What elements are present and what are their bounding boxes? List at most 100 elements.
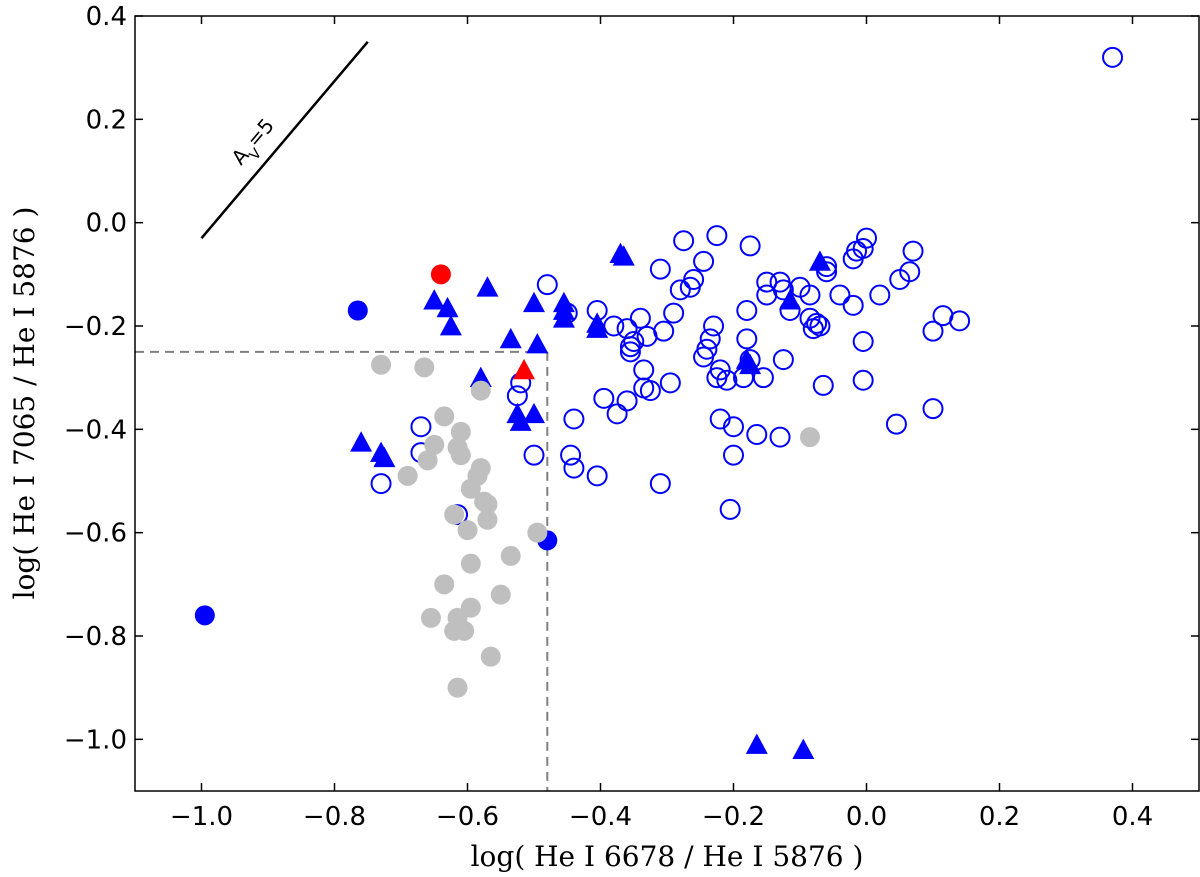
data-point-filled-circle	[417, 450, 438, 471]
data-point-open-circle	[706, 225, 728, 247]
y-ticks: 0.4 0.2 0.0 −0.2 −0.4 −0.6 −0.8 −1.0	[64, 2, 1199, 755]
data-point-open-circle	[756, 284, 778, 306]
data-point-open-circle	[739, 235, 761, 257]
data-point-open-circle	[669, 279, 691, 301]
y-tick-label: −0.4	[64, 415, 127, 445]
data-point-filled-triangle	[373, 446, 396, 468]
data-point-open-circle	[653, 320, 675, 342]
data-point-filled-circle	[457, 520, 478, 541]
data-point-open-circle	[856, 227, 877, 249]
data-point-filled-triangle	[499, 327, 522, 349]
x-ticks: −1.0 −0.8 −0.6 −0.4 −0.2 0.0 0.2 0.4	[170, 16, 1153, 832]
data-point-filled-circle	[430, 264, 451, 285]
data-point-filled-triangle	[586, 317, 609, 338]
data-point-filled-circle	[424, 434, 445, 455]
data-point-filled-circle	[527, 522, 548, 543]
data-point-filled-circle	[454, 620, 475, 641]
y-tick-label: 0.4	[86, 2, 127, 32]
x-tick-label: 0.4	[1112, 802, 1153, 832]
data-point-filled-circle	[420, 607, 441, 628]
data-point-open-circle	[659, 372, 681, 394]
data-point-filled-triangle	[436, 296, 459, 318]
data-point-open-circle	[719, 498, 741, 520]
reddening-vector-label: AV=5	[226, 114, 284, 174]
data-point-open-circle	[563, 457, 585, 479]
data-point-open-circle	[723, 416, 744, 438]
data-point-open-circle	[869, 284, 891, 306]
data-point-filled-triangle	[509, 410, 532, 431]
data-point-filled-circle	[414, 357, 435, 378]
data-point-open-circle	[699, 328, 721, 350]
data-point-filled-triangle	[745, 733, 768, 754]
y-tick-label: −0.6	[64, 519, 127, 549]
data-point-open-circle	[639, 380, 661, 402]
y-axis-label: log( He I 7065 / He I 5876 )	[8, 207, 41, 600]
y-tick-label: 0.2	[86, 105, 127, 135]
x-tick-label: −0.4	[569, 802, 632, 832]
data-point-filled-triangle	[476, 276, 499, 297]
data-point-open-circle	[593, 387, 615, 409]
data-point-open-circle	[806, 312, 828, 334]
data-point-open-circle	[752, 367, 774, 389]
reddening-vector: AV=5	[200, 41, 369, 239]
data-points	[194, 46, 1124, 760]
data-point-open-circle	[746, 424, 768, 445]
data-point-open-circle	[922, 398, 944, 420]
data-point-open-circle	[816, 261, 838, 283]
data-point-filled-circle	[347, 300, 368, 321]
data-point-open-circle	[709, 359, 731, 381]
data-point-filled-circle	[450, 421, 471, 442]
data-point-open-circle	[673, 230, 695, 252]
data-point-open-circle	[716, 369, 738, 391]
data-point-open-circle	[629, 307, 651, 329]
data-point-open-circle	[799, 284, 821, 306]
data-point-filled-triangle	[612, 245, 635, 266]
data-point-filled-circle	[490, 584, 511, 605]
data-point-filled-triangle	[350, 431, 373, 452]
data-point-filled-circle	[799, 427, 820, 448]
data-point-filled-circle	[397, 465, 418, 486]
data-point-filled-circle	[460, 478, 481, 499]
data-point-open-circle	[410, 416, 432, 438]
data-point-filled-circle	[447, 677, 468, 698]
data-point-open-circle	[829, 284, 851, 306]
data-point-filled-circle	[477, 509, 498, 530]
x-tick-label: −0.6	[436, 802, 499, 832]
data-point-filled-circle	[434, 574, 455, 595]
data-point-filled-triangle	[739, 353, 762, 375]
data-point-open-circle	[536, 274, 558, 296]
data-point-open-circle	[506, 385, 528, 407]
data-point-open-circle	[606, 403, 628, 425]
x-tick-label: −1.0	[170, 802, 233, 832]
data-point-open-circle	[1102, 46, 1124, 68]
data-point-filled-triangle	[792, 738, 815, 760]
data-point-open-circle	[723, 444, 744, 466]
plot-frame	[134, 15, 1200, 792]
data-point-filled-circle	[434, 406, 455, 427]
data-point-open-circle	[693, 346, 715, 368]
data-point-filled-triangle	[552, 307, 575, 328]
data-point-open-circle	[842, 248, 864, 270]
data-point-open-circle	[736, 300, 758, 321]
data-point-filled-triangle	[523, 402, 545, 424]
data-point-open-circle	[736, 328, 758, 350]
x-tick-label: −0.8	[303, 802, 366, 832]
data-point-open-circle	[703, 315, 725, 337]
data-point-open-circle	[769, 426, 791, 448]
x-axis-label: log( He I 6678 / He I 5876 )	[471, 840, 864, 873]
data-point-filled-circle	[460, 553, 481, 574]
data-point-filled-circle	[194, 605, 215, 626]
y-tick-label: −0.8	[64, 622, 127, 652]
y-tick-label: −0.2	[64, 312, 127, 342]
data-point-open-circle	[623, 331, 645, 352]
data-point-open-circle	[842, 294, 864, 316]
data-point-open-circle	[852, 369, 874, 391]
y-tick-label: 0.0	[86, 209, 127, 239]
data-point-open-circle	[619, 341, 641, 363]
y-tick-label: −1.0	[64, 725, 127, 755]
data-point-open-circle	[693, 250, 715, 272]
x-tick-label: −0.2	[702, 802, 765, 832]
data-point-open-circle	[663, 302, 685, 324]
data-point-open-circle	[619, 336, 641, 358]
